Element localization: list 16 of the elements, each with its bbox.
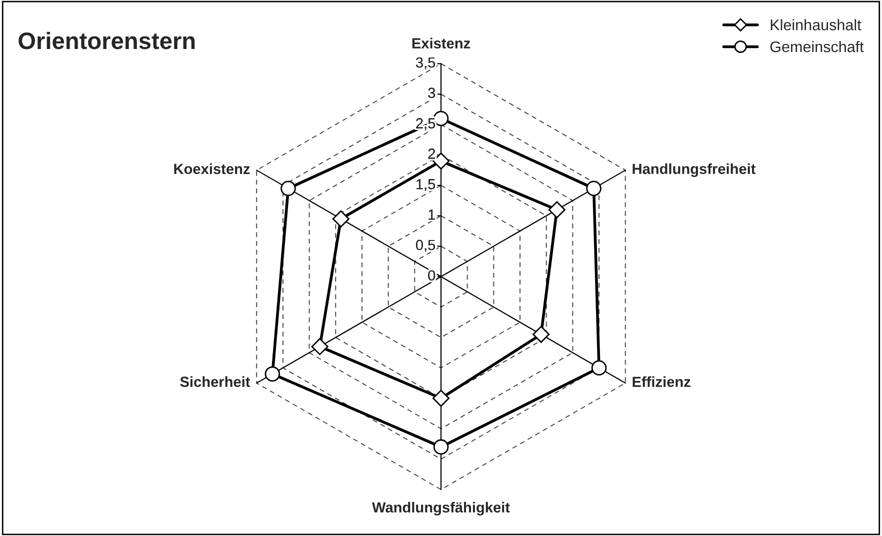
legend-label: Kleinhaushalt (770, 19, 862, 30)
y-tick-label: 1 (428, 210, 435, 220)
y-tick-label: 0,5 (416, 240, 436, 252)
legend-label: Gemeinschaft (770, 40, 864, 52)
spoke-label: Wandlungsfähigkeit (372, 502, 510, 516)
y-tick-label: 3 (428, 88, 436, 98)
y-tick-label: 2 (428, 148, 435, 159)
spoke-label: Effizienz (632, 376, 690, 387)
spoke-label: Koexistenz (174, 163, 250, 174)
y-tick-label: 0 (428, 270, 436, 281)
spoke-label: Sicherheit (180, 376, 250, 387)
chart-title: Orientorenstern (18, 32, 195, 50)
spoke-label: Existenz (412, 38, 470, 48)
y-tick-label: 3,5 (416, 57, 436, 70)
y-tick-label: 1,5 (416, 179, 436, 192)
spoke-label: Handlungsfreiheit (632, 163, 756, 178)
